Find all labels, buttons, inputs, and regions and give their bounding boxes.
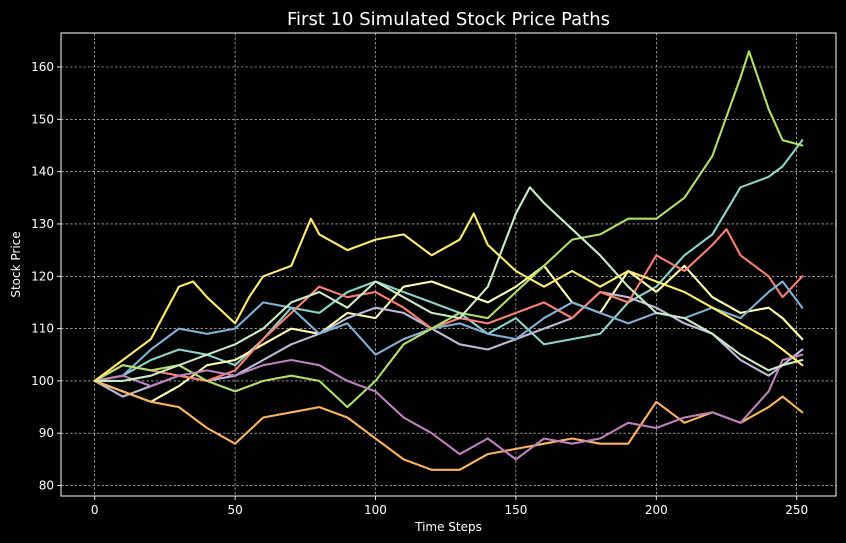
series-line-5 — [93, 280, 804, 382]
x-tick-label: 50 — [227, 503, 242, 517]
series-lines — [93, 50, 804, 471]
x-tick-label: 150 — [504, 503, 527, 517]
series-line-3 — [93, 290, 804, 398]
series-line-7 — [93, 50, 804, 409]
series-line-2 — [93, 264, 804, 403]
y-axis: 80 90 100 110 120 130 140 150 160 — [31, 60, 61, 493]
x-axis-label: Time Steps — [414, 520, 482, 534]
series-line-9 — [93, 186, 804, 382]
y-tick-label: 80 — [39, 479, 54, 493]
y-axis-label: Stock Price — [9, 231, 23, 297]
y-tick-label: 150 — [31, 112, 54, 126]
y-tick-label: 160 — [31, 60, 54, 74]
y-tick-label: 120 — [31, 269, 54, 283]
x-axis: 0 50 100 150 200 250 — [91, 496, 808, 517]
y-tick-label: 130 — [31, 217, 54, 231]
plot-frame — [60, 32, 837, 497]
chart-title: First 10 Simulated Stock Price Paths — [287, 9, 610, 30]
series-line-4 — [93, 228, 804, 382]
x-tick-label: 100 — [364, 503, 387, 517]
series-line-8 — [93, 353, 804, 461]
y-tick-label: 140 — [31, 165, 54, 179]
grid — [61, 33, 836, 496]
y-tick-label: 90 — [39, 426, 54, 440]
y-tick-label: 110 — [31, 322, 54, 336]
x-tick-label: 250 — [785, 503, 808, 517]
series-line-10 — [93, 212, 804, 382]
y-tick-label: 100 — [31, 374, 54, 388]
x-tick-label: 200 — [645, 503, 668, 517]
x-tick-label: 0 — [91, 503, 99, 517]
series-line-6 — [93, 379, 804, 471]
